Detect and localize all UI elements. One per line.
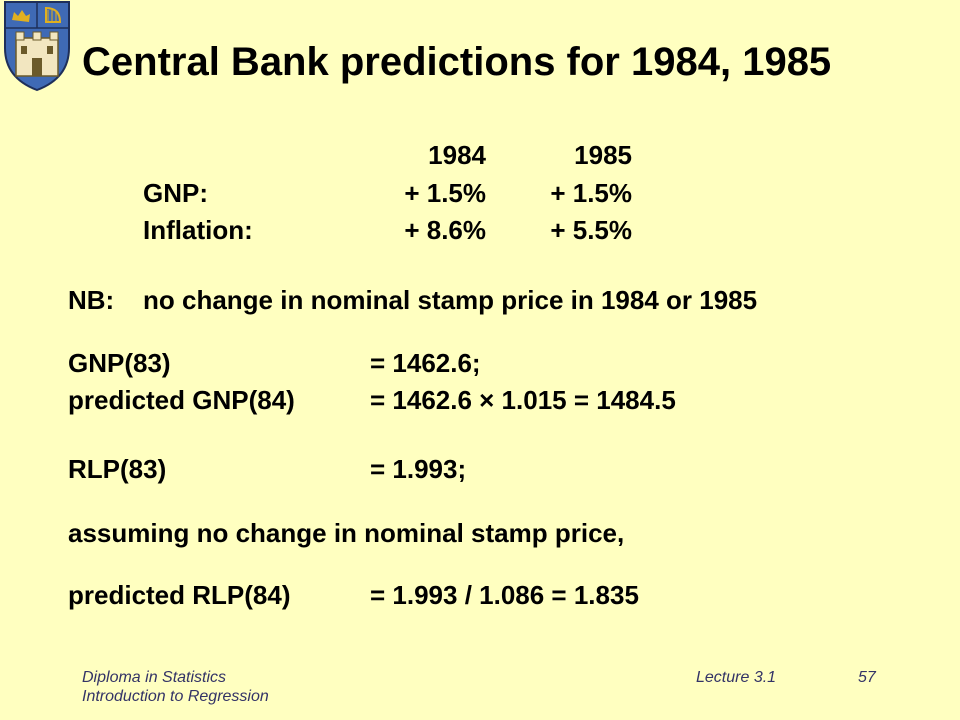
gnp84-label: predicted GNP(84) [68, 385, 295, 415]
rlp84-value: = 1.993 / 1.086 = 1.835 [370, 580, 639, 610]
column-header-1985: 1985 [574, 140, 632, 170]
footer-page-number: 57 [858, 669, 876, 686]
column-header-1984: 1984 [428, 140, 486, 170]
rlp84-label: predicted RLP(84) [68, 580, 291, 610]
inflation-1984-value: + 8.6% [404, 215, 486, 245]
gnp-1985-value: + 1.5% [550, 178, 632, 208]
gnp83-value: = 1462.6; [370, 348, 481, 378]
rlp83-label: RLP(83) [68, 454, 167, 484]
footer-lecture: Lecture 3.1 [696, 669, 777, 686]
inflation-1985-value: + 5.5% [550, 215, 632, 245]
gnp-1984-value: + 1.5% [404, 178, 486, 208]
gnp84-value: = 1462.6 × 1.015 = 1484.5 [370, 385, 676, 415]
crest-logo [4, 1, 70, 92]
row-label-gnp: GNP: [143, 178, 208, 208]
nb-label: NB: [68, 285, 115, 315]
assumption-text: assuming no change in nominal stamp pric… [68, 518, 625, 548]
nb-text: no change in nominal stamp price in 1984… [143, 285, 758, 315]
footer-course-line2: Introduction to Regression [82, 688, 269, 706]
footer-course-line1: Diploma in Statistics [82, 669, 227, 686]
rlp83-value: = 1.993; [370, 454, 467, 484]
footer-course: Diploma in Statistics Introduction to Re… [82, 668, 269, 706]
slide-title: Central Bank predictions for 1984, 1985 [82, 40, 832, 84]
row-label-inflation: Inflation: [143, 215, 253, 245]
gnp83-label: GNP(83) [68, 348, 171, 378]
